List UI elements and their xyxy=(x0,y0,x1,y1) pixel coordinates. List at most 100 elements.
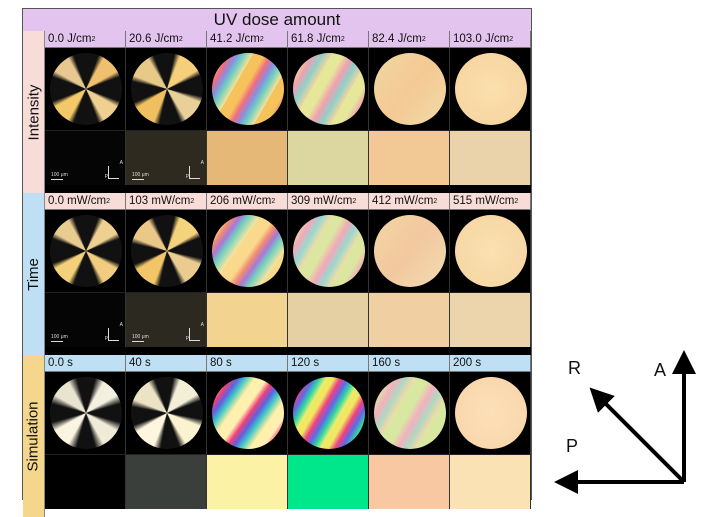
interference-circle xyxy=(292,377,365,449)
row-label-simulation: Simulation xyxy=(23,355,45,517)
interference-circle xyxy=(454,53,527,125)
conoscopic-image xyxy=(45,372,126,454)
simulated-color-swatch xyxy=(126,454,207,509)
conoscopic-image xyxy=(369,210,450,292)
column-label: 61.8 J/cm 2 xyxy=(288,31,369,48)
interference-circle xyxy=(292,215,365,287)
column-label: 206 mW/cm 2 xyxy=(207,193,288,210)
scale-bar xyxy=(51,179,63,180)
axis-p-mini: P xyxy=(185,336,189,342)
axis-a-label: A xyxy=(654,360,667,380)
conoscopic-image xyxy=(450,48,531,130)
pa-axes-icon xyxy=(189,328,200,341)
column-label: 0.0 J/cm 2 xyxy=(45,31,126,48)
scale-bar-label: 100 μm xyxy=(132,172,149,178)
column-label: 103 mW/cm 2 xyxy=(126,193,207,210)
interference-circle xyxy=(292,53,365,125)
column-label: 20.6 J/cm 2 xyxy=(126,31,207,48)
micrograph: 100 μm P A xyxy=(45,292,126,347)
interference-circle xyxy=(454,215,527,287)
row-label-time: Time xyxy=(23,193,45,355)
row-label-text: Simulation xyxy=(25,400,43,472)
axis-a-mini: A xyxy=(200,160,204,166)
micrograph xyxy=(288,292,369,347)
simulated-color-swatch xyxy=(288,454,369,509)
interference-circle xyxy=(130,215,203,287)
pa-axes-icon xyxy=(108,328,119,341)
conoscopic-image xyxy=(369,48,450,130)
pa-axes-icon xyxy=(189,166,200,179)
simulated-color-swatch xyxy=(45,454,126,509)
axis-a-mini: A xyxy=(119,160,123,166)
conoscopic-image xyxy=(126,48,207,130)
row-label-text: Time xyxy=(25,257,42,291)
micrograph xyxy=(369,130,450,185)
column-label: 160 s xyxy=(369,355,450,372)
interference-circle xyxy=(211,53,284,125)
scale-bar-label: 100 μm xyxy=(132,334,149,340)
row-label-intensity: Intensity xyxy=(23,31,45,193)
axis-r-label: R xyxy=(568,358,581,378)
conoscopic-image xyxy=(207,372,288,454)
pa-axes-icon xyxy=(108,166,119,179)
micrograph xyxy=(288,130,369,185)
scale-bar-label: 100 μm xyxy=(51,334,68,340)
simulated-color-swatch xyxy=(369,454,450,509)
column-label: 80 s xyxy=(207,355,288,372)
column-label: 103.0 J/cm 2 xyxy=(450,31,531,48)
column-label: 82.4 J/cm 2 xyxy=(369,31,450,48)
conoscopic-image xyxy=(126,210,207,292)
micrograph xyxy=(450,130,531,185)
polarizer-axes-diagram xyxy=(554,350,696,494)
column-label: 412 mW/cm 2 xyxy=(369,193,450,210)
column-label: 200 s xyxy=(450,355,531,372)
conoscopic-image xyxy=(45,210,126,292)
conoscopic-image xyxy=(207,48,288,130)
column-label: 309 mW/cm 2 xyxy=(288,193,369,210)
interference-circle xyxy=(130,53,203,125)
conoscopic-image xyxy=(207,210,288,292)
conoscopic-image xyxy=(126,372,207,454)
scale-bar xyxy=(51,341,63,342)
micrograph: 100 μm P A xyxy=(126,130,207,185)
micrograph xyxy=(207,292,288,347)
column-label: 120 s xyxy=(288,355,369,372)
conoscopic-image xyxy=(450,372,531,454)
conoscopic-image xyxy=(45,48,126,130)
axis-a-mini: A xyxy=(119,322,123,328)
interference-circle xyxy=(211,377,284,449)
conoscopic-image xyxy=(288,48,369,130)
scale-bar xyxy=(132,179,144,180)
interference-circle xyxy=(49,377,122,449)
axis-p-mini: P xyxy=(185,174,189,180)
axis-p-label: P xyxy=(566,436,579,456)
conoscopic-image xyxy=(450,210,531,292)
header-text: UV dose amount xyxy=(213,10,341,29)
header-uv-dose: UV dose amount xyxy=(23,9,531,31)
micrograph: 100 μm P A xyxy=(126,292,207,347)
conoscopic-image xyxy=(369,372,450,454)
scale-bar xyxy=(132,341,144,342)
interference-circle xyxy=(211,215,284,287)
conoscopic-image xyxy=(288,372,369,454)
interference-circle xyxy=(373,377,446,449)
interference-circle xyxy=(130,377,203,449)
micrograph: 100 μm P A xyxy=(45,130,126,185)
column-label: 0.0 mW/cm 2 xyxy=(45,193,126,210)
interference-circle xyxy=(373,215,446,287)
column-label: 40 s xyxy=(126,355,207,372)
column-label: 515 mW/cm 2 xyxy=(450,193,531,210)
simulated-color-swatch xyxy=(207,454,288,509)
row-label-text: Intensity xyxy=(25,84,42,140)
conoscopic-image xyxy=(288,210,369,292)
figure-panel: UV dose amount Intensity 0.0 J/cm 2 100 μm P… xyxy=(22,8,532,517)
interference-circle xyxy=(49,53,122,125)
column-label: 41.2 J/cm 2 xyxy=(207,31,288,48)
interference-circle xyxy=(454,377,527,449)
axis-p-mini: P xyxy=(104,174,108,180)
axis-a-mini: A xyxy=(200,322,204,328)
scale-bar-label: 100 μm xyxy=(51,172,68,178)
axis-p-mini: P xyxy=(104,336,108,342)
micrograph xyxy=(207,130,288,185)
interference-circle xyxy=(373,53,446,125)
